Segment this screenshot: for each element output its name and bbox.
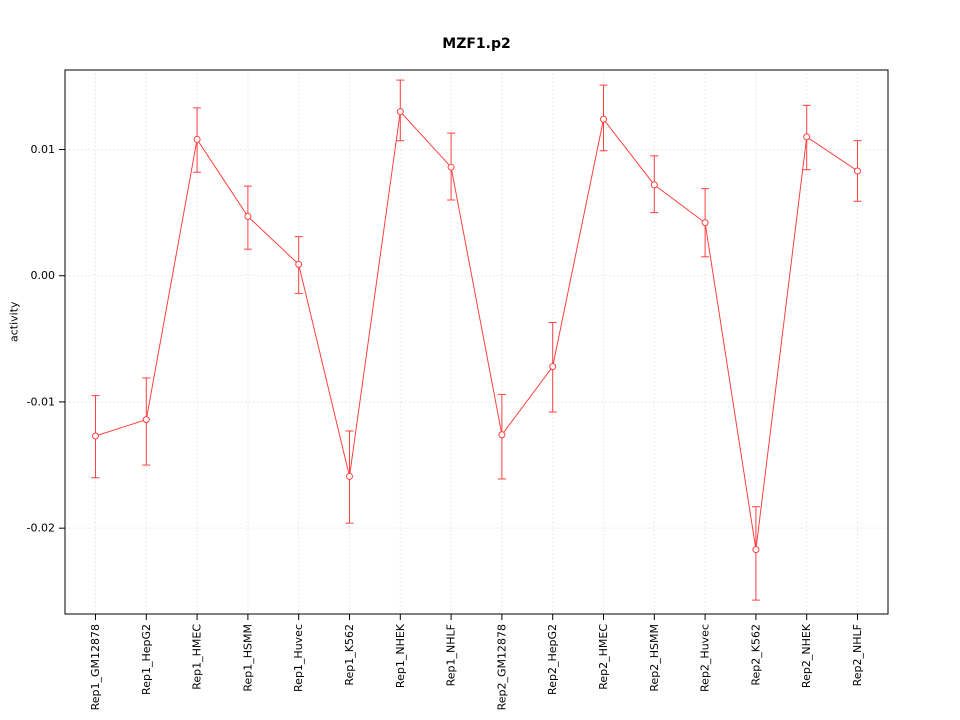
x-tick-label: Rep2_NHEK: [800, 623, 813, 688]
data-point: [295, 260, 303, 268]
x-tick-label: Rep2_GM12878: [495, 624, 508, 710]
data-point: [650, 181, 658, 189]
y-tick-label: -0.02: [27, 522, 55, 535]
x-tick-label: Rep1_GM12878: [89, 624, 102, 710]
y-axis-label: activity: [7, 301, 21, 342]
y-tick-label: 0.00: [31, 269, 56, 282]
x-tick-label: Rep2_HMEC: [597, 624, 610, 690]
y-tick-label: 0.01: [31, 143, 56, 156]
x-tick-label: Rep1_Huvec: [292, 624, 305, 692]
data-point: [244, 212, 252, 220]
series-line: [95, 110, 858, 550]
x-tick-label: Rep2_Huvec: [699, 624, 712, 692]
x-tick-label: Rep2_NHLF: [851, 624, 864, 686]
y-tick-label: -0.01: [27, 395, 55, 408]
x-tick-label: Rep1_HepG2: [140, 624, 153, 695]
data-point: [752, 546, 760, 554]
data-point: [854, 167, 862, 175]
x-tick-label: Rep2_K562: [749, 624, 762, 686]
data-point: [701, 219, 709, 227]
x-tick-label: Rep2_HepG2: [546, 624, 559, 695]
data-point: [345, 472, 353, 480]
data-point: [193, 135, 201, 143]
x-tick-label: Rep1_NHEK: [394, 623, 407, 688]
data-point: [803, 133, 811, 141]
data-point: [498, 431, 506, 439]
chart-title: MZF1.p2: [442, 36, 511, 52]
plot-border: [64, 69, 889, 615]
data-point: [396, 108, 404, 116]
data-point: [447, 163, 455, 171]
x-tick-label: Rep1_K562: [343, 624, 356, 686]
data-point: [142, 416, 150, 424]
x-tick-label: Rep1_HSMM: [241, 624, 254, 692]
x-tick-label: Rep2_HSMM: [648, 624, 661, 692]
x-tick-label: Rep1_HMEC: [191, 624, 204, 690]
data-point: [91, 432, 99, 440]
x-tick-label: Rep1_NHLF: [445, 624, 458, 686]
data-point: [600, 115, 608, 123]
data-point: [549, 363, 557, 371]
